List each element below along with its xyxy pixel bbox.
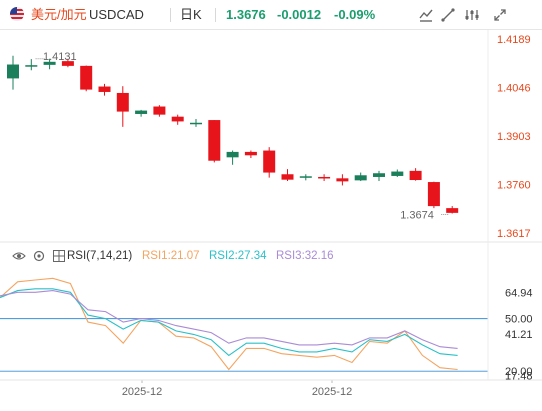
candle-body [208,120,221,161]
interval-selector[interactable]: 日K [180,7,202,22]
price-axis-tick: 1.3760 [497,179,531,191]
draw-icon [441,8,455,22]
candle-body [116,92,129,112]
candle-body [391,171,404,176]
rsi-axis-tick: 17.48 [505,371,533,383]
last-price: 1.3676 [226,7,266,22]
rsi-series-line [0,290,458,349]
rsi-axis-tick: 64.94 [505,287,533,299]
candle-body [427,182,440,207]
candle-body [299,176,312,178]
draw-button[interactable] [438,5,458,25]
indicator-button[interactable] [416,5,436,25]
visibility-toggle-icon[interactable] [12,248,26,268]
low-price-label: 1.3674 [400,210,434,222]
rsi-axis-tick: 41.21 [505,329,533,341]
time-axis-label: 2025-12 [312,386,352,398]
rsi-axis-tick: 20.00 [505,366,533,378]
candle-body [25,65,38,67]
candle-body [354,175,367,181]
rsi2-value: RSI2:27.34 [209,250,267,262]
fullscreen-button[interactable] [490,5,510,25]
symbol-name[interactable]: 美元/加元 [31,7,87,22]
indicator-icon [419,9,433,22]
settings-button[interactable] [462,5,482,25]
rsi3-value: RSI3:32.16 [276,250,334,262]
fullscreen-icon [494,9,506,21]
chart-area[interactable]: 1.4189 1.4046 1.3903 1.3760 1.3617 1.4131 1.36… [0,30,542,406]
price-axis-tick: 1.4046 [497,83,531,95]
usd-cad-flag-icon [10,7,24,21]
candle-body [281,174,294,180]
candle-body [98,86,111,92]
price-panel: 1.4189 1.4046 1.3903 1.3760 1.3617 1.4131 1.36… [7,34,531,240]
candle-body [263,150,276,173]
rsi-series-line [0,277,458,371]
price-axis-tick: 1.3617 [497,228,531,240]
chart-header: 美元/加元 USDCAD 日K 1.3676 -0.0012 -0.09% [0,0,542,30]
price-axis-tick: 1.3903 [497,131,531,143]
candle-body [153,106,166,115]
candle-body [43,61,56,65]
candle-body [409,170,422,181]
candle-body [244,151,257,156]
price-change-percent: -0.09% [334,7,376,22]
candle-body [318,176,331,179]
candle-body [171,116,184,122]
candle-body [190,122,202,125]
rsi-indicator-name[interactable]: RSI(7,14,21) [67,250,133,262]
candle-body [61,61,74,66]
settings-icon [465,10,479,20]
rsi-grid-icon[interactable] [53,248,65,267]
candle-body [7,64,19,79]
header-divider [215,8,216,22]
rsi1-value: RSI1:21.07 [142,250,200,262]
high-price-label: 1.4131 [43,51,77,63]
rsi-axis-tick: 50.00 [505,314,533,326]
symbol-code[interactable]: USDCAD [89,7,144,22]
time-axis-label: 2025-12 [122,386,162,398]
price-axis-tick: 1.4189 [497,34,531,46]
candle-body [226,151,239,158]
candle-body [373,173,385,177]
candle-body [446,208,459,213]
candle-body [80,65,93,90]
rsi-series-line [0,288,458,357]
candle-body [336,178,349,182]
price-change: -0.0012 [277,7,322,22]
header-divider [170,8,171,22]
candle-body [135,110,148,114]
rsi-settings-icon[interactable] [32,248,46,268]
chart-canvas[interactable]: 1.4189 1.4046 1.3903 1.3760 1.3617 1.4131 1.36… [0,30,542,406]
